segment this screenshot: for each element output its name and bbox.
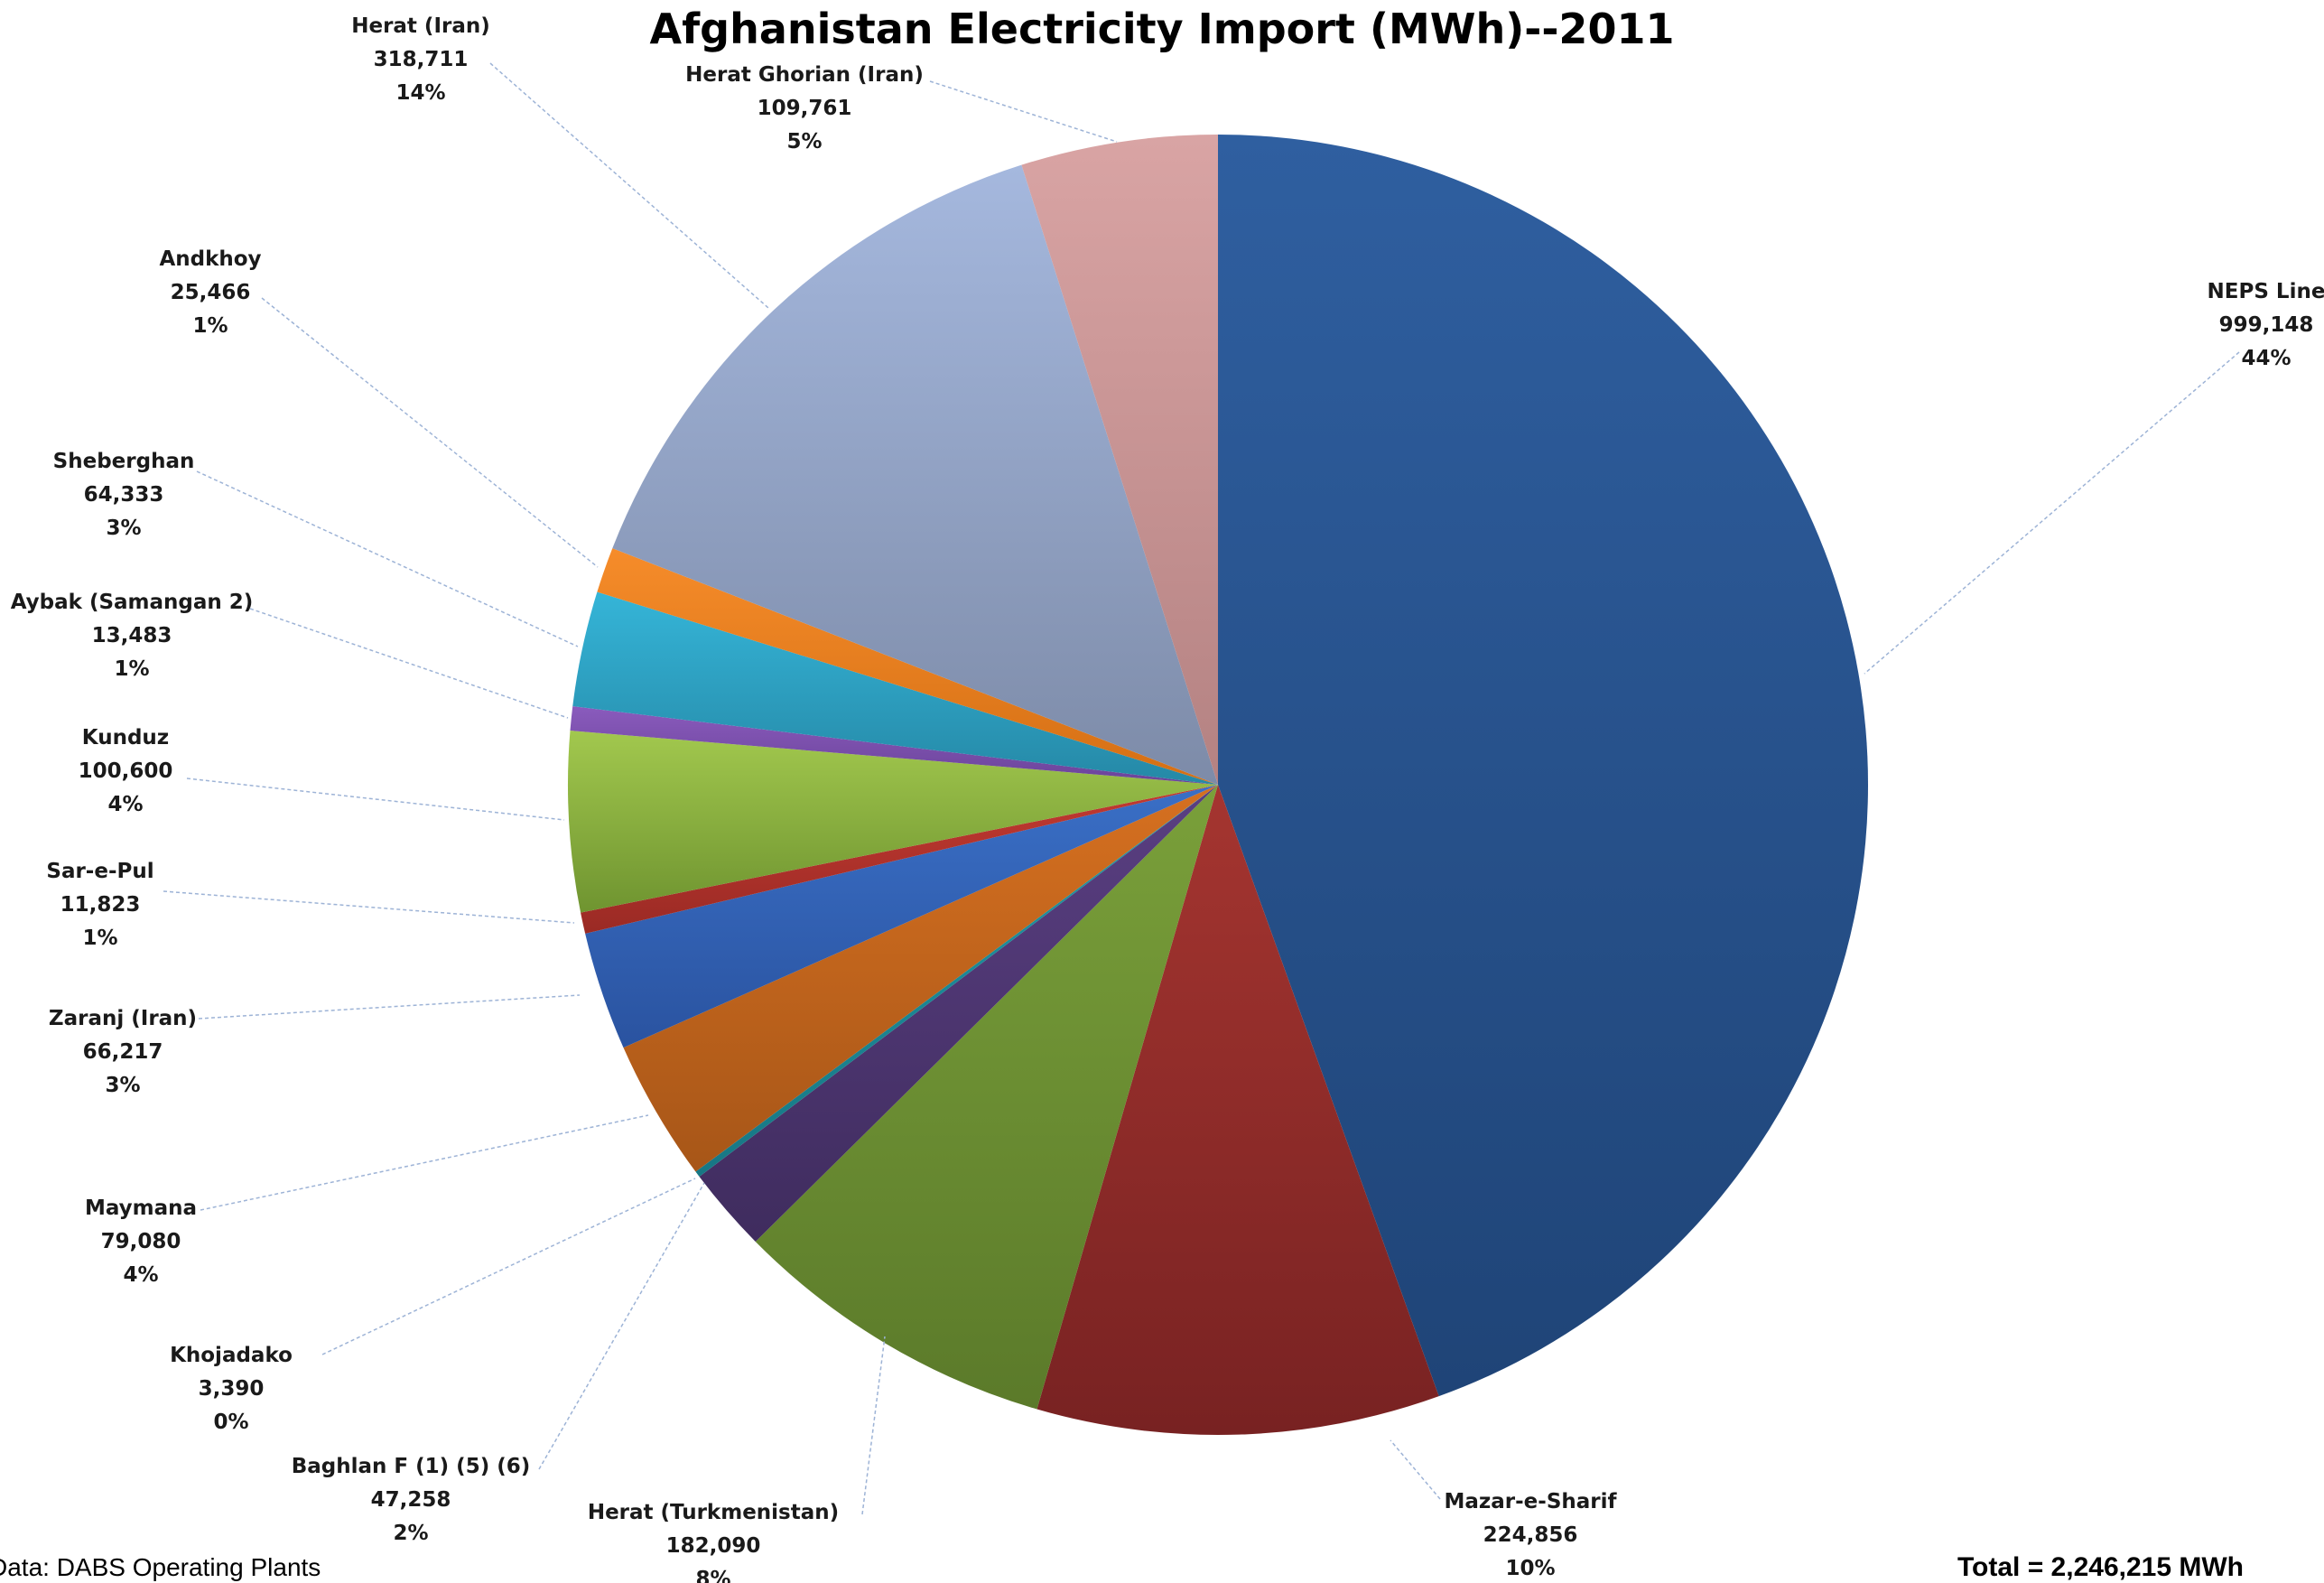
slice-label-value: 25,466 bbox=[171, 281, 251, 304]
pie-slices bbox=[567, 135, 1869, 1435]
leader-line bbox=[186, 778, 565, 821]
source-note: Data: DABS Operating Plants bbox=[0, 1553, 321, 1581]
leader-line bbox=[489, 62, 769, 309]
slice-label-name: NEPS Line bbox=[2208, 280, 2324, 303]
pie-slice-zaranj-iran bbox=[585, 785, 1218, 1048]
leader-line bbox=[1864, 351, 2240, 675]
slice-label-value: 109,761 bbox=[758, 97, 852, 120]
chart-title: Afghanistan Electricity Import (MWh)--20… bbox=[650, 5, 1675, 53]
slice-label-name: Zaranj (Iran) bbox=[49, 1007, 197, 1030]
slice-label-percent: 10% bbox=[1505, 1557, 1555, 1580]
leader-line bbox=[196, 470, 579, 647]
slice-label-percent: 1% bbox=[82, 927, 117, 950]
slice-label: NEPS Line 999,148 44% bbox=[2208, 280, 2324, 370]
slice-label-name: Herat (Iran) bbox=[351, 14, 490, 38]
leader-line bbox=[198, 994, 581, 1020]
slice-label: Sar-e-Pul 11,823 1% bbox=[46, 860, 153, 950]
slice-label-name: Sheberghan bbox=[53, 450, 195, 473]
leader-line bbox=[261, 297, 599, 568]
slice-label-value: 100,600 bbox=[79, 759, 173, 783]
slice-label-percent: 4% bbox=[123, 1263, 158, 1287]
slice-label-name: Maymana bbox=[85, 1197, 197, 1220]
slice-label-percent: 3% bbox=[106, 517, 141, 540]
pie-slice-khojadako bbox=[695, 785, 1218, 1178]
leader-line bbox=[538, 1182, 705, 1470]
total-note: Total = 2,246,215 MWh bbox=[1957, 1552, 2244, 1582]
pie-slice-herat-turkmenistan bbox=[755, 785, 1218, 1410]
leader-lines bbox=[163, 62, 2240, 1515]
slice-label-value: 999,148 bbox=[2219, 313, 2314, 337]
pie-slice-neps-line bbox=[1218, 135, 1869, 1397]
slice-label-name: Khojadako bbox=[170, 1344, 293, 1367]
leader-line bbox=[321, 1178, 696, 1355]
slice-label: Herat Ghorian (Iran) 109,761 5% bbox=[685, 63, 924, 154]
slice-label-value: 79,080 bbox=[101, 1230, 181, 1253]
slice-label-percent: 5% bbox=[786, 130, 822, 154]
slice-label: Herat (Turkmenistan) 182,090 8% bbox=[588, 1501, 839, 1583]
slice-label-percent: 4% bbox=[107, 793, 143, 816]
slice-label-name: Baghlan F (1) (5) (6) bbox=[292, 1455, 531, 1478]
pie-slice-maymana bbox=[623, 785, 1218, 1172]
pie-slice-mazar-e-sharif bbox=[1037, 785, 1439, 1435]
slice-label-value: 64,333 bbox=[84, 483, 164, 507]
slice-label-value: 11,823 bbox=[60, 893, 141, 917]
leader-line bbox=[861, 1336, 886, 1515]
pie-slice-kunduz bbox=[567, 731, 1218, 913]
pie-slice-aybak-samangan-2 bbox=[570, 706, 1218, 785]
leader-line bbox=[200, 1114, 649, 1211]
slice-label-name: Sar-e-Pul bbox=[46, 860, 153, 883]
slice-label: Sheberghan 64,333 3% bbox=[53, 450, 195, 540]
leader-line bbox=[249, 608, 569, 719]
slice-label: Mazar-e-Sharif 224,856 10% bbox=[1444, 1490, 1617, 1580]
slice-label: Aybak (Samangan 2) 13,483 1% bbox=[11, 591, 254, 681]
leader-line bbox=[163, 890, 575, 924]
slice-label-percent: 2% bbox=[393, 1522, 428, 1545]
slice-label-value: 47,258 bbox=[371, 1488, 451, 1512]
slice-label-value: 182,090 bbox=[666, 1534, 761, 1558]
pie-slice-sheberghan bbox=[572, 591, 1218, 785]
slice-label-value: 66,217 bbox=[83, 1040, 163, 1064]
slice-labels: NEPS Line 999,148 44% Mazar-e-Sharif 224,856… bbox=[11, 14, 2324, 1583]
slice-label: Herat (Iran) 318,711 14% bbox=[351, 14, 490, 105]
pie-slice-baghlan-f-1-5-6 bbox=[699, 785, 1218, 1242]
slice-label-name: Kunduz bbox=[82, 726, 169, 750]
slice-label-name: Herat (Turkmenistan) bbox=[588, 1501, 839, 1524]
slice-label-percent: 1% bbox=[114, 657, 149, 681]
pie-slice-andkhoy bbox=[597, 548, 1218, 785]
slice-label-value: 224,856 bbox=[1483, 1523, 1578, 1547]
leader-line bbox=[1390, 1439, 1441, 1500]
leader-line bbox=[929, 80, 1118, 143]
slice-label-percent: 14% bbox=[395, 81, 445, 105]
slice-label: Maymana 79,080 4% bbox=[85, 1197, 197, 1287]
slice-label-value: 3,390 bbox=[199, 1377, 265, 1401]
slice-label-value: 13,483 bbox=[92, 624, 172, 647]
slice-label: Kunduz 100,600 4% bbox=[79, 726, 173, 816]
slice-label-name: Andkhoy bbox=[159, 247, 261, 271]
slice-label: Andkhoy 25,466 1% bbox=[159, 247, 261, 338]
slice-label-percent: 1% bbox=[192, 314, 228, 338]
slice-label-percent: 3% bbox=[105, 1074, 140, 1097]
pie-slice-herat-iran bbox=[612, 164, 1218, 786]
slice-label-value: 318,711 bbox=[374, 48, 469, 71]
pie-slice-herat-ghorian-iran bbox=[1021, 135, 1218, 785]
slice-label: Zaranj (Iran) 66,217 3% bbox=[49, 1007, 197, 1097]
slice-label-percent: 8% bbox=[695, 1568, 730, 1583]
slice-label: Baghlan F (1) (5) (6) 47,258 2% bbox=[292, 1455, 531, 1545]
slice-label-percent: 44% bbox=[2241, 347, 2291, 370]
slice-label-name: Mazar-e-Sharif bbox=[1444, 1490, 1617, 1513]
slice-label-name: Aybak (Samangan 2) bbox=[11, 591, 254, 614]
slice-label: Khojadako 3,390 0% bbox=[170, 1344, 293, 1434]
slice-label-name: Herat Ghorian (Iran) bbox=[685, 63, 924, 87]
slice-label-percent: 0% bbox=[213, 1411, 248, 1434]
pie-slice-sar-e-pul bbox=[581, 785, 1218, 934]
